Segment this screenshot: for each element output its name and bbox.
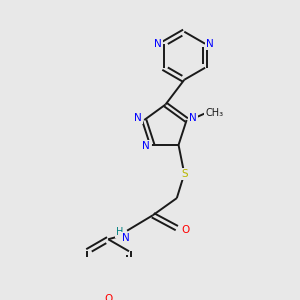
- Text: H: H: [116, 227, 123, 237]
- Text: S: S: [181, 169, 188, 179]
- Text: N: N: [154, 39, 162, 49]
- Text: O: O: [181, 225, 190, 235]
- Text: N: N: [206, 39, 214, 49]
- Text: N: N: [122, 232, 130, 243]
- Text: N: N: [134, 113, 142, 123]
- Text: O: O: [104, 294, 112, 300]
- Text: N: N: [142, 141, 150, 151]
- Text: CH₃: CH₃: [205, 108, 223, 118]
- Text: N: N: [189, 113, 196, 123]
